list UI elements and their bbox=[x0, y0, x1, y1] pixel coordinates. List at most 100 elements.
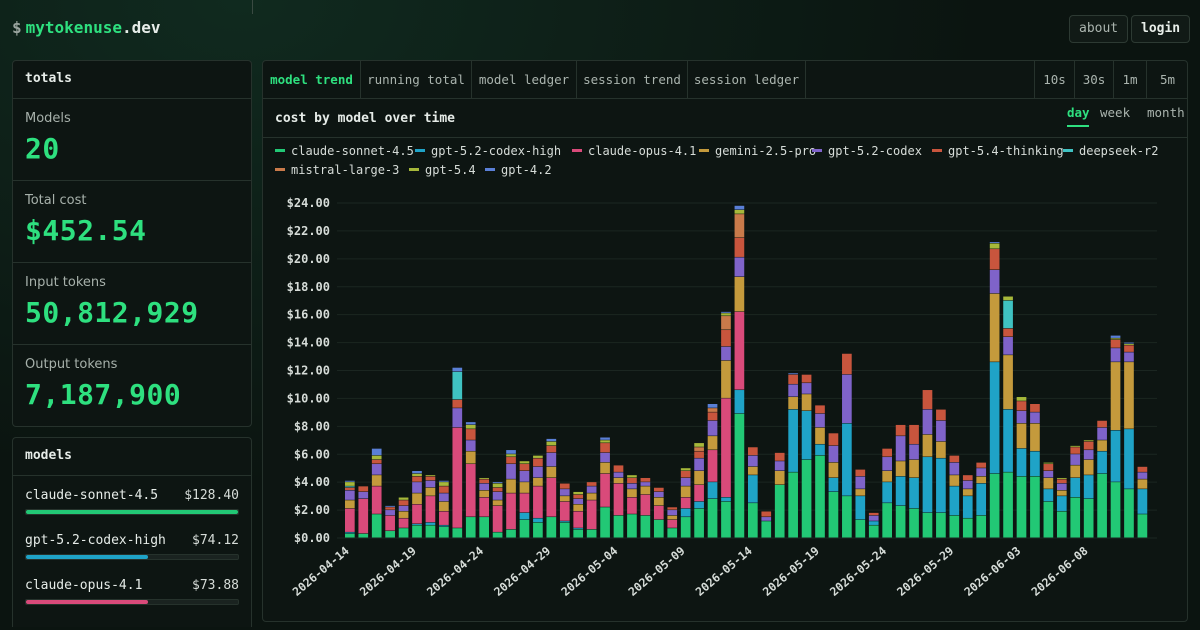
tab-session-ledger[interactable]: session ledger bbox=[688, 61, 806, 99]
tab-session-trend[interactable]: session trend bbox=[577, 61, 688, 99]
bar-segment bbox=[936, 458, 946, 513]
bar-segment bbox=[949, 462, 960, 475]
bar-segment bbox=[600, 507, 610, 538]
bar-segment bbox=[788, 374, 798, 384]
bar-segment bbox=[533, 477, 543, 486]
bar-segment bbox=[546, 466, 557, 478]
bar-segment bbox=[1056, 477, 1067, 479]
refresh-30s[interactable]: 30s bbox=[1074, 61, 1113, 99]
bar-segment bbox=[573, 528, 584, 530]
bar-segment bbox=[1043, 462, 1054, 464]
legend-swatch bbox=[812, 149, 822, 152]
bar-segment bbox=[707, 482, 718, 499]
range-day[interactable]: day bbox=[1067, 105, 1090, 120]
bar-segment bbox=[828, 433, 839, 446]
bar-segment bbox=[653, 519, 664, 538]
stat-total-cost: Total cost $452.54 bbox=[13, 181, 251, 263]
bar-segment bbox=[680, 477, 691, 486]
bar-segment bbox=[452, 367, 463, 372]
bar-segment bbox=[1097, 420, 1107, 428]
login-button[interactable]: login bbox=[1131, 15, 1191, 43]
bar-segment bbox=[1070, 477, 1081, 498]
bar-segment bbox=[842, 496, 852, 538]
bar-segment bbox=[640, 494, 651, 516]
bar-segment bbox=[842, 374, 852, 424]
stat-input-tokens: Input tokens 50,812,929 bbox=[13, 263, 251, 345]
legend-item[interactable]: claude-sonnet-4.5 bbox=[275, 144, 414, 158]
legend-item[interactable]: gpt-5.2-codex-high bbox=[415, 144, 561, 158]
model-row[interactable]: gpt-5.2-codex-high $74.12 bbox=[13, 521, 251, 566]
brand-logo[interactable]: $ mytokenuse.dev bbox=[12, 18, 161, 37]
legend-item[interactable]: gpt-5.4-thinking bbox=[932, 144, 1064, 158]
model-row[interactable]: claude-sonnet-4.5 $128.40 bbox=[13, 476, 251, 521]
bar-segment bbox=[519, 493, 530, 513]
bar-segment bbox=[653, 491, 664, 498]
range-week[interactable]: week bbox=[1100, 105, 1131, 120]
x-tick-label: 2026-04-29 bbox=[491, 544, 553, 599]
bar-segment bbox=[425, 522, 436, 525]
about-button[interactable]: about bbox=[1069, 15, 1129, 43]
bar-segment bbox=[452, 528, 463, 538]
tab-model-trend[interactable]: model trend bbox=[263, 61, 361, 99]
bar-segment bbox=[667, 507, 678, 510]
bar-segment bbox=[707, 412, 718, 421]
refresh-10s[interactable]: 10s bbox=[1034, 61, 1074, 99]
x-tick-label: 2026-05-04 bbox=[558, 544, 620, 599]
totals-title: totals bbox=[13, 61, 251, 99]
bar-segment bbox=[1110, 430, 1121, 482]
bar-segment bbox=[962, 480, 973, 489]
legend-item[interactable]: gpt-5.4 bbox=[409, 163, 476, 177]
models-panel: models claude-sonnet-4.5 $128.40 gpt-5.2… bbox=[12, 437, 252, 627]
bar-segment bbox=[680, 508, 691, 517]
legend-item[interactable]: claude-opus-4.1 bbox=[572, 144, 696, 158]
bar-segment bbox=[398, 505, 409, 511]
bar-segment bbox=[801, 394, 812, 411]
model-cost: $74.12 bbox=[192, 533, 239, 548]
bar-segment bbox=[694, 484, 704, 502]
bar-segment bbox=[1137, 472, 1148, 479]
legend-item[interactable]: gpt-5.2-codex bbox=[812, 144, 922, 158]
bar-segment bbox=[358, 486, 369, 492]
bar-segment bbox=[868, 515, 879, 521]
bar-segment bbox=[600, 440, 610, 443]
bar-segment bbox=[868, 512, 879, 516]
bar-segment bbox=[425, 525, 436, 538]
bar-segment bbox=[1056, 511, 1067, 538]
bar-segment bbox=[748, 455, 758, 467]
bar-segment bbox=[533, 455, 543, 458]
brand-tld: .dev bbox=[121, 18, 161, 37]
bar-segment bbox=[936, 420, 946, 442]
bar-segment bbox=[976, 515, 987, 538]
bar-segment bbox=[425, 480, 436, 488]
x-tick-label: 2026-04-14 bbox=[290, 544, 352, 599]
bar-segment bbox=[707, 408, 718, 412]
x-tick-label: 2026-05-14 bbox=[693, 544, 755, 599]
bar-segment bbox=[452, 427, 463, 528]
legend-item[interactable]: gpt-4.2 bbox=[485, 163, 552, 177]
tab-running-total[interactable]: running total bbox=[361, 61, 472, 99]
tab-model-ledger[interactable]: model ledger bbox=[472, 61, 577, 99]
bar-segment bbox=[694, 451, 704, 458]
model-row[interactable]: claude-opus-4.1 $73.88 bbox=[13, 566, 251, 611]
legend-item[interactable]: deepseek-r2 bbox=[1063, 144, 1158, 158]
refresh-1m[interactable]: 1m bbox=[1113, 61, 1146, 99]
bar-segment bbox=[949, 515, 960, 538]
bar-segment bbox=[976, 476, 987, 484]
legend-item[interactable]: mistral-large-3 bbox=[275, 163, 399, 177]
bar-segment bbox=[989, 270, 1000, 294]
bar-segment bbox=[962, 489, 973, 496]
bar-segment bbox=[707, 498, 718, 538]
bar-segment bbox=[492, 482, 503, 484]
range-month[interactable]: month bbox=[1147, 105, 1185, 120]
bar-segment bbox=[479, 497, 490, 517]
legend-item[interactable]: gemini-2.5-pro bbox=[699, 144, 816, 158]
bar-segment bbox=[667, 519, 678, 528]
bar-segment bbox=[815, 427, 825, 444]
legend-label: gpt-5.4 bbox=[425, 163, 476, 177]
bar-segment bbox=[734, 205, 745, 210]
refresh-5m[interactable]: 5m bbox=[1146, 61, 1188, 99]
bar-segment bbox=[868, 525, 879, 538]
y-tick-label: $4.00 bbox=[294, 475, 330, 489]
bar-segment bbox=[828, 491, 839, 538]
x-tick-label: 2026-04-24 bbox=[424, 544, 486, 599]
